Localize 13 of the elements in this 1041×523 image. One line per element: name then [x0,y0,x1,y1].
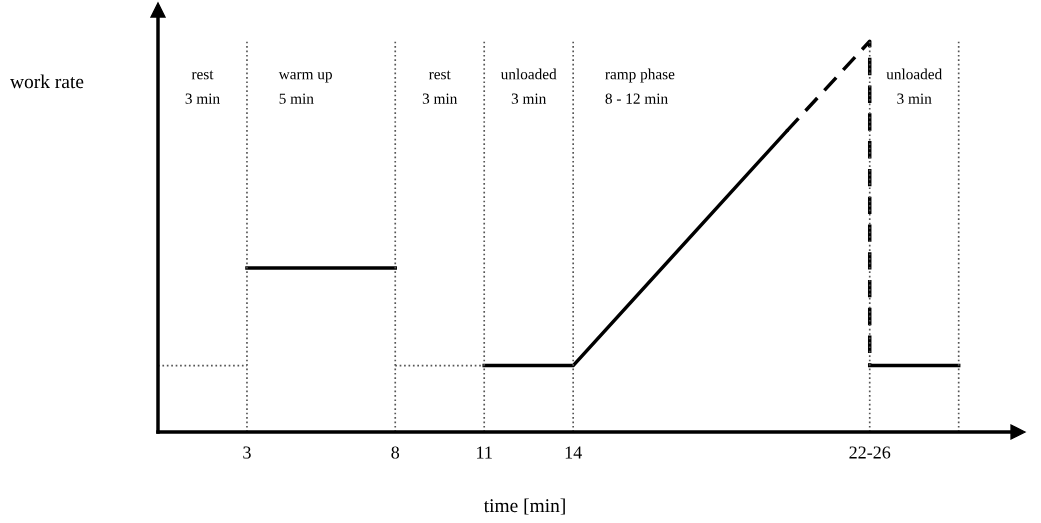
annotation: ramp phase 8 - 12 min [605,68,675,104]
y-axis-title: work rate [10,74,84,89]
annotation: unloaded 3 min [886,68,943,104]
annotation: unloaded 3 min [500,68,557,104]
x-tick-label: 22-26 [849,446,891,459]
x-tick-label: 8 [391,446,400,459]
x-axis-title: time [min] [483,498,565,515]
x-tick-label: 14 [565,446,582,459]
annotation: warm up 5 min [278,72,332,104]
annotation: rest 3 min [422,70,458,104]
x-tick-label: 11 [477,446,492,459]
x-tick-label: 3 [243,446,251,459]
annotation: rest 3 min [185,70,220,104]
